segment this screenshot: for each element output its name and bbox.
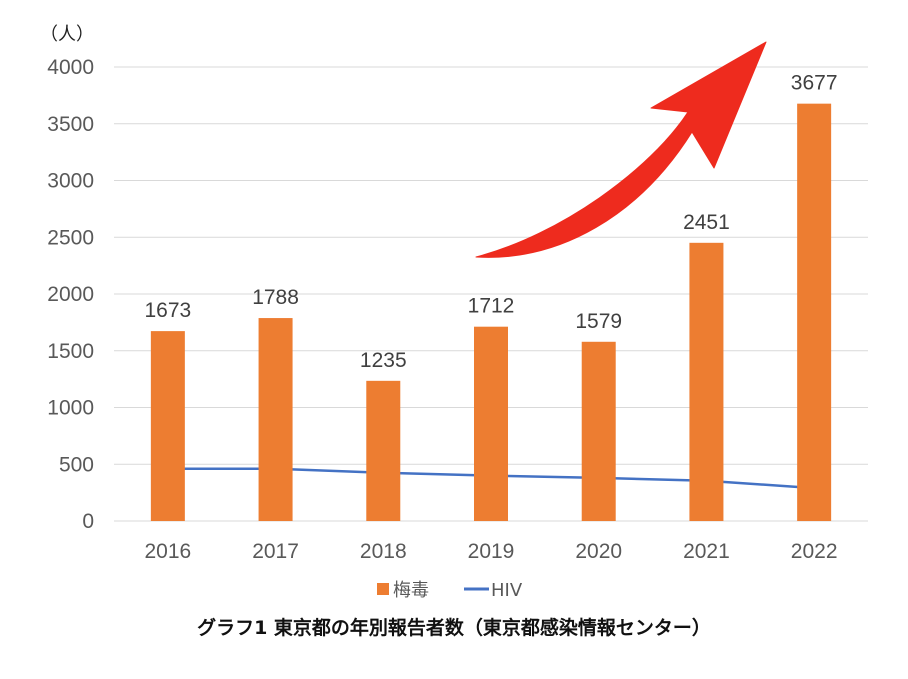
data-label: 3677 — [791, 72, 838, 95]
x-tick-label: 2020 — [575, 540, 622, 563]
trend-arrow-shape — [475, 41, 767, 258]
data-labels: 1673 1788 1235 1712 1579 2451 3677 — [144, 72, 837, 372]
chart-caption: グラフ1 東京都の年別報告者数（東京都感染情報センター） — [197, 616, 711, 639]
bar — [689, 242, 724, 521]
bar — [150, 331, 185, 521]
data-label: 1579 — [575, 310, 622, 333]
y-tick-label: 3000 — [47, 170, 94, 193]
legend-label-line: HIV — [491, 580, 523, 601]
data-label: 2451 — [683, 211, 730, 234]
gridlines — [114, 66, 868, 522]
bar-series — [150, 103, 832, 522]
y-tick-label: 4000 — [47, 56, 94, 79]
y-tick-label: 2000 — [47, 283, 94, 306]
bar — [581, 341, 616, 521]
data-label: 1673 — [144, 299, 191, 322]
x-axis-ticks: 2016 2017 2018 2019 2020 2021 2022 — [144, 540, 837, 563]
y-tick-label: 1500 — [47, 340, 94, 363]
y-tick-label: 1000 — [47, 397, 94, 420]
y-tick-label: 0 — [82, 510, 94, 533]
bar — [474, 326, 508, 521]
x-tick-label: 2018 — [360, 540, 407, 563]
x-tick-label: 2017 — [252, 540, 299, 563]
trend-arrow — [475, 41, 767, 258]
data-label: 1235 — [360, 349, 407, 372]
y-tick-label: 500 — [59, 453, 94, 476]
legend-swatch-bar — [377, 583, 389, 595]
x-tick-label: 2019 — [468, 540, 515, 563]
data-label: 1712 — [468, 295, 515, 318]
x-tick-label: 2021 — [683, 540, 730, 563]
y-tick-label: 3500 — [47, 113, 94, 136]
y-tick-label: 2500 — [47, 226, 94, 249]
legend-label-bar: 梅毒 — [393, 580, 429, 601]
data-label: 1788 — [252, 286, 299, 309]
y-axis-ticks: 0 500 1000 1500 2000 2500 3000 3500 4000 — [47, 56, 94, 533]
bar — [797, 103, 832, 522]
bar — [366, 380, 401, 521]
x-tick-label: 2016 — [144, 540, 191, 563]
x-tick-label: 2022 — [791, 540, 838, 563]
bar — [258, 318, 293, 521]
y-axis-unit-label: （人） — [40, 24, 94, 45]
legend: 梅毒 HIV — [377, 580, 523, 601]
